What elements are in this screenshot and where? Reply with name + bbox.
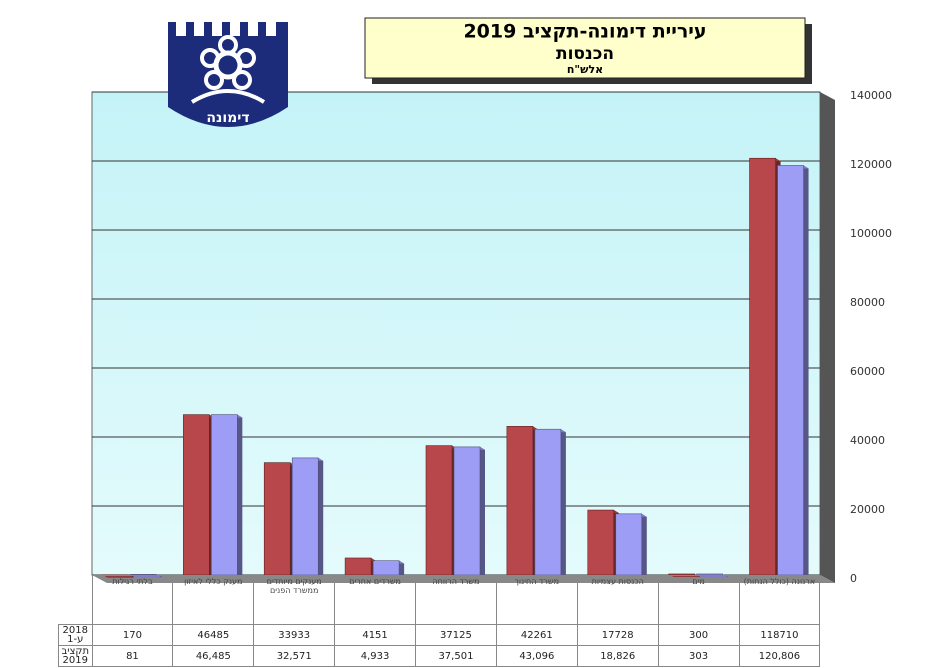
bar <box>453 446 481 576</box>
logo-text: דימונה <box>206 110 249 126</box>
bar <box>291 457 319 576</box>
bar <box>344 557 372 576</box>
table-value: 120,806 <box>738 645 821 667</box>
table-value: 46485 <box>172 624 255 646</box>
bar <box>587 509 615 576</box>
category-label: הכנסות עצמיות <box>576 575 659 625</box>
table-value: 33933 <box>253 624 336 646</box>
table-value: 32,571 <box>253 645 336 667</box>
bar <box>506 426 534 576</box>
table-value: 303 <box>657 645 740 667</box>
y-tick-label: 60000 <box>850 365 885 378</box>
bar-side <box>641 513 647 575</box>
side-wall <box>820 92 835 583</box>
table-value: 18,826 <box>576 645 659 667</box>
bar-side <box>318 457 324 575</box>
category-label: משרדים אחרים <box>334 575 416 625</box>
bar-side <box>237 414 243 575</box>
title-box <box>364 17 806 79</box>
category-label: משרד החינוך <box>495 575 578 625</box>
table-value: 170 <box>91 624 174 646</box>
table-value: 43,096 <box>495 645 578 667</box>
table-value: 42261 <box>495 624 578 646</box>
y-tick-label: 0 <box>850 572 857 585</box>
bar <box>615 513 643 576</box>
bar-side <box>803 165 809 575</box>
y-tick-label: 20000 <box>850 503 885 516</box>
table-value: 37,501 <box>415 645 497 667</box>
table-value: 4,933 <box>334 645 416 667</box>
y-tick-label: 80000 <box>850 296 885 309</box>
bar <box>425 445 453 576</box>
bar <box>777 165 804 576</box>
bar <box>211 414 238 576</box>
category-label: מענק כללי לאיזון <box>172 575 255 625</box>
bar <box>534 428 562 576</box>
bar <box>749 157 776 576</box>
table-value: 4151 <box>334 624 416 646</box>
category-label: בלתי רגילות <box>91 575 174 625</box>
unit-label: אלש"ח <box>567 63 603 76</box>
category-label: ארנונה (כולל הנחות) <box>738 575 821 625</box>
table-value: 118710 <box>738 624 821 646</box>
y-tick-label: 140000 <box>850 89 892 102</box>
category-label: משרד הרווחה <box>415 575 497 625</box>
bar-side <box>399 560 405 575</box>
series-label: תקציב 2019 <box>58 645 93 667</box>
logo: דימונה <box>168 22 288 127</box>
bar-side <box>560 429 566 575</box>
y-tick-label: 40000 <box>850 434 885 447</box>
bar <box>263 462 291 576</box>
table-value: 81 <box>91 645 174 667</box>
table-value: 37125 <box>415 624 497 646</box>
category-label: מים <box>657 575 740 625</box>
bar-side <box>480 446 485 575</box>
table-value: 17728 <box>576 624 659 646</box>
series-label: 2018 ע-1 <box>58 624 93 646</box>
table-value: 46,485 <box>172 645 255 667</box>
chart-subtitle: הכנסות <box>556 44 614 64</box>
bar <box>372 560 400 576</box>
category-label: מענקים מיוחדים ממשרד הפנים <box>253 575 336 625</box>
chart-title: עיריית דימונה-תקציב 2019 <box>463 21 706 43</box>
corner <box>59 576 93 625</box>
y-tick-label: 120000 <box>850 158 892 171</box>
y-tick-label: 100000 <box>850 227 892 240</box>
bar <box>183 414 210 576</box>
table-value: 300 <box>657 624 740 646</box>
data-table: בלתי רגילות מענק כללי לאיזון מענקים מיוחדי… <box>58 575 821 667</box>
